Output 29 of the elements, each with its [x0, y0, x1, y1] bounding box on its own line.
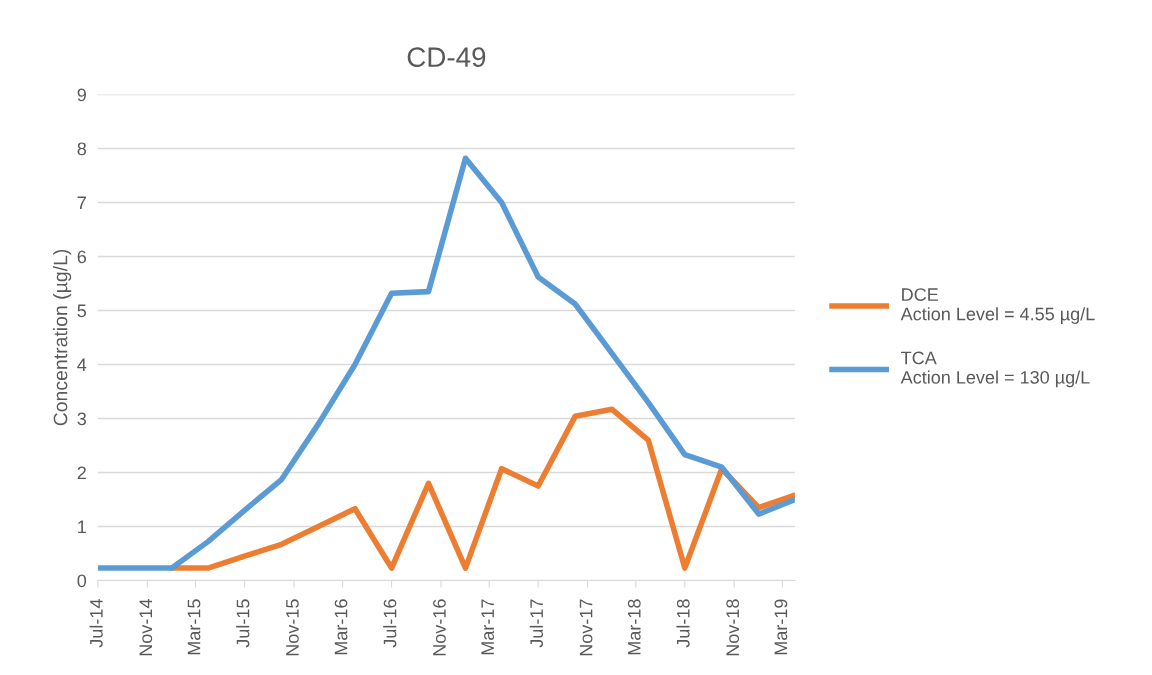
x-tick-label: Mar-16: [334, 599, 348, 655]
chart-title: CD-49: [407, 47, 486, 67]
y-tick-label: 5: [77, 304, 87, 318]
y-axis-title: Concentration (µg/L): [53, 249, 72, 426]
x-tick-label: Jul-18: [676, 599, 690, 648]
legend-label: DCE Action Level = 4.55 µg/L: [900, 288, 1095, 324]
y-tick-label: 8: [77, 142, 87, 156]
y-tick-label: 0: [77, 574, 87, 588]
y-tick-label: 7: [77, 196, 86, 210]
x-tick-label: Mar-18: [627, 599, 641, 655]
y-tick-label: 1: [78, 520, 86, 534]
x-tick-label: Mar-15: [187, 599, 201, 655]
x-tick-label: Mar-17: [481, 599, 495, 655]
y-tick-label: 4: [77, 358, 87, 372]
x-tick-label: Nov-18: [726, 599, 740, 656]
x-tick-label: Jul-14: [89, 599, 103, 648]
x-tick-label: Jul-17: [529, 599, 544, 648]
y-tick-label: 6: [77, 250, 87, 264]
x-tick-label: Nov-15: [286, 599, 299, 656]
x-tick-label: Jul-16: [383, 599, 397, 648]
x-tick-label: Nov-16: [433, 599, 446, 656]
legend-label: TCA Action Level = 130 µg/L: [900, 351, 1090, 388]
x-tick-label: Nov-17: [579, 599, 593, 656]
y-tick-label: 3: [77, 412, 87, 426]
x-tick-label: Jul-15: [236, 599, 250, 648]
x-tick-label: Mar-19: [774, 599, 788, 655]
y-tick-label: 9: [77, 88, 86, 102]
y-tick-label: 2: [77, 466, 86, 480]
x-tick-label: Nov-14: [139, 599, 153, 656]
